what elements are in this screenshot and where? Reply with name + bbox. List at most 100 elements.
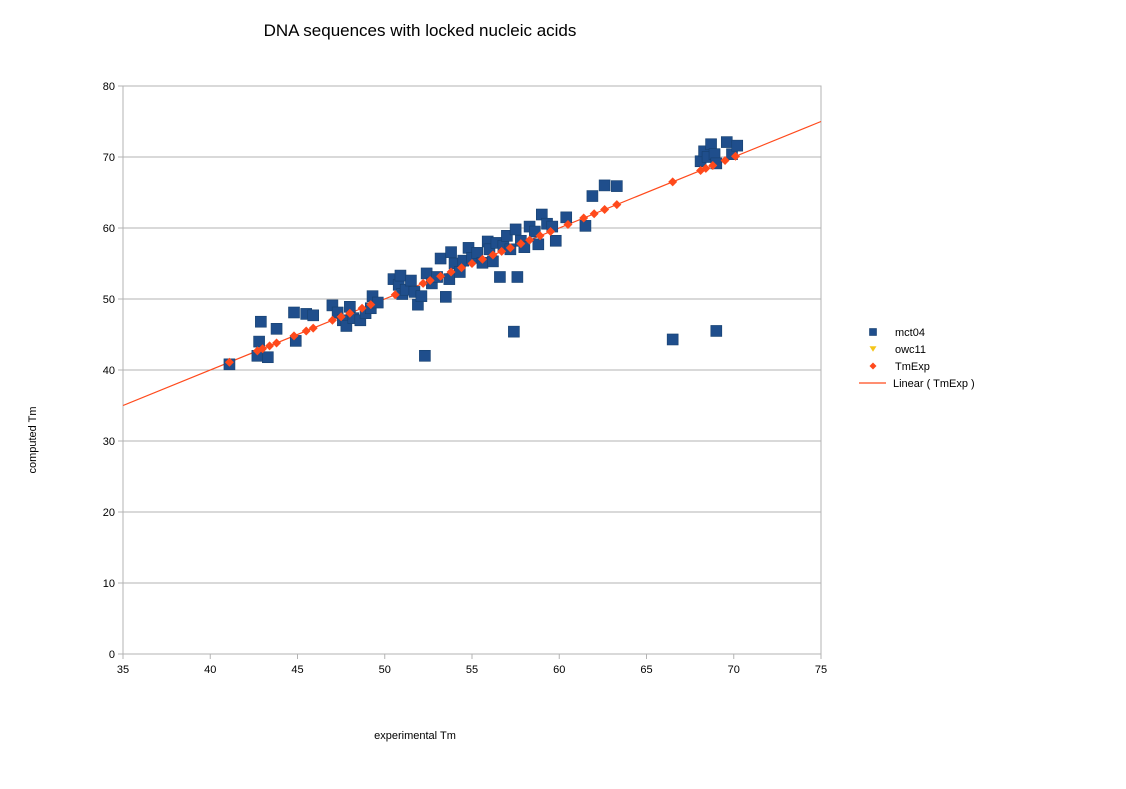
legend: mct04 owc11 TmExp Linear ( TmExp ) [859, 327, 975, 390]
point-tmexp [366, 300, 376, 310]
point-mct04 [262, 351, 274, 364]
x-tick-label: 55 [466, 664, 478, 676]
point-tmexp [436, 271, 446, 281]
point-mct04 [509, 223, 522, 236]
point-tmexp [668, 177, 678, 187]
point-mct04 [445, 246, 457, 258]
point-mct04 [270, 323, 283, 335]
point-mct04 [560, 211, 573, 224]
point-mct04 [666, 333, 679, 346]
x-tick-label: 40 [204, 664, 216, 676]
point-mct04 [720, 136, 733, 148]
point-mct04 [705, 138, 717, 151]
x-tick-label: 60 [553, 664, 565, 676]
x-tick-labels: 35 40 45 50 55 60 65 70 75 [117, 664, 827, 676]
point-tmexp [418, 278, 428, 288]
point-mct04 [731, 139, 744, 152]
point-tmexp [336, 312, 346, 322]
point-tmexp [224, 357, 234, 367]
y-axis-label: computed Tm [27, 406, 39, 473]
point-tmexp [497, 246, 507, 256]
point-tmexp [345, 308, 355, 318]
point-tmexp [488, 250, 498, 260]
point-mct04 [579, 220, 592, 232]
legend-label-trendline: Linear ( TmExp ) [893, 378, 975, 390]
chart-title: DNA sequences with locked nucleic acids [264, 21, 577, 40]
point-tmexp [357, 303, 367, 313]
point-mct04 [611, 180, 623, 192]
legend-marker-mct04 [869, 328, 877, 336]
point-tmexp [258, 344, 268, 354]
point-tmexp [708, 161, 718, 171]
legend-label-owc11: owc11 [895, 344, 926, 356]
point-tmexp [579, 213, 589, 223]
point-mct04 [598, 179, 611, 192]
point-tmexp [477, 254, 487, 264]
point-tmexp [516, 239, 526, 249]
y-tick-label: 30 [103, 436, 115, 448]
y-tick-label: 50 [103, 294, 115, 306]
point-tmexp [600, 205, 610, 215]
point-tmexp [457, 263, 467, 273]
point-tmexp [505, 243, 515, 253]
y-tick-label: 20 [103, 507, 115, 519]
gridlines [118, 85, 822, 659]
point-tmexp [446, 267, 456, 277]
point-tmexp [301, 326, 311, 336]
point-mct04 [511, 271, 524, 283]
point-mct04 [586, 190, 599, 202]
x-tick-label: 75 [815, 664, 827, 676]
y-tick-label: 10 [103, 578, 115, 590]
point-mct04 [371, 296, 384, 309]
point-tmexp [535, 231, 545, 241]
point-tmexp [327, 315, 337, 325]
y-tick-label: 70 [103, 152, 115, 164]
x-tick-label: 35 [117, 664, 129, 676]
y-tick-label: 0 [109, 649, 115, 661]
point-tmexp [612, 200, 622, 210]
point-tmexp [390, 290, 400, 300]
point-mct04 [529, 225, 541, 238]
legend-label-tmexp: TmExp [895, 361, 930, 373]
point-mct04 [494, 271, 506, 283]
point-mct04 [288, 306, 300, 319]
legend-marker-owc11 [869, 346, 877, 352]
point-tmexp [563, 219, 573, 229]
point-mct04 [405, 274, 417, 287]
point-mct04 [518, 241, 531, 253]
x-tick-label: 45 [291, 664, 303, 676]
x-axis-label: experimental Tm [374, 730, 456, 742]
point-tmexp [425, 276, 435, 286]
legend-label-mct04: mct04 [895, 327, 925, 339]
point-mct04 [508, 325, 520, 338]
point-mct04 [307, 309, 320, 322]
x-tick-label: 50 [379, 664, 391, 676]
point-tmexp [525, 235, 535, 245]
point-tmexp [467, 259, 477, 268]
x-tick-label: 65 [640, 664, 652, 676]
plot-area [122, 85, 822, 655]
point-mct04 [443, 273, 456, 285]
point-tmexp [720, 156, 730, 166]
point-mct04 [394, 269, 407, 282]
legend-marker-tmexp [869, 362, 877, 370]
point-mct04 [710, 325, 723, 337]
point-tmexp [308, 323, 318, 333]
point-tmexp [289, 331, 299, 341]
point-mct04 [340, 320, 353, 332]
point-tmexp [546, 227, 556, 237]
point-mct04 [419, 349, 431, 362]
x-tick-label: 70 [728, 664, 740, 676]
point-tmexp [265, 341, 275, 351]
point-mct04 [255, 315, 267, 328]
point-mct04 [253, 335, 265, 348]
point-tmexp [272, 338, 282, 348]
point-mct04 [501, 230, 513, 242]
data-points [223, 136, 744, 371]
point-mct04 [434, 252, 447, 265]
point-tmexp [701, 163, 711, 173]
point-mct04 [440, 291, 452, 303]
point-tmexp [589, 209, 599, 219]
y-tick-label: 60 [103, 223, 115, 235]
